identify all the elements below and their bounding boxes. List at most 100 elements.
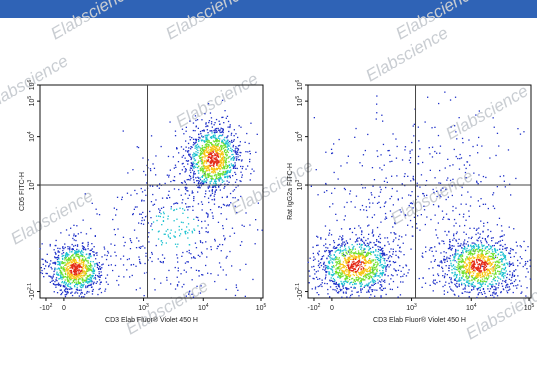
event-dot <box>98 276 100 278</box>
event-dot <box>132 263 135 266</box>
event-dot <box>68 279 70 281</box>
event-dot <box>500 270 503 272</box>
event-dot <box>80 231 82 234</box>
event-dot <box>143 170 145 173</box>
event-dot <box>394 223 396 225</box>
event-dot <box>65 253 67 255</box>
event-dot <box>436 190 438 192</box>
event-dot <box>465 259 467 261</box>
event-dot <box>343 253 345 256</box>
event-dot <box>457 280 459 282</box>
event-dot <box>344 258 346 260</box>
event-dot <box>40 267 42 269</box>
event-dot <box>451 194 453 197</box>
event-dot <box>66 285 69 287</box>
event-dot <box>492 194 494 196</box>
event-dot <box>361 271 363 273</box>
event-dot <box>453 275 455 277</box>
event-dot <box>174 243 177 245</box>
event-dot <box>225 161 228 164</box>
event-dot <box>195 269 198 271</box>
event-dot <box>93 281 95 283</box>
event-dot <box>207 215 209 217</box>
event-dot <box>65 288 67 290</box>
event-dot <box>458 285 460 287</box>
event-dot <box>192 154 194 156</box>
event-dot <box>57 247 59 249</box>
event-dot <box>327 288 329 291</box>
event-dot <box>368 270 370 272</box>
event-dot <box>201 119 203 121</box>
event-dot <box>233 167 235 169</box>
event-dot <box>329 229 331 231</box>
event-dot <box>347 251 350 253</box>
event-dot <box>473 242 475 244</box>
event-dot <box>76 284 78 286</box>
event-dot <box>180 146 183 148</box>
event-dot <box>220 131 223 133</box>
event-dot <box>380 249 382 251</box>
event-dot <box>364 257 366 259</box>
event-dot <box>488 244 490 246</box>
event-dot <box>201 161 203 163</box>
event-dot <box>455 232 458 235</box>
event-dot <box>185 160 188 162</box>
event-dot <box>346 253 348 255</box>
event-dot <box>481 247 484 249</box>
event-dot <box>210 148 212 150</box>
event-dot <box>434 214 436 216</box>
event-dot <box>473 257 475 260</box>
event-dot <box>385 216 387 218</box>
event-dot <box>372 272 374 274</box>
event-dot <box>226 140 228 142</box>
event-dot <box>211 160 214 163</box>
event-dot <box>193 197 195 200</box>
event-dot <box>231 141 233 143</box>
event-dot <box>505 279 507 282</box>
event-dot <box>230 134 232 136</box>
event-dot <box>486 275 488 277</box>
event-dot <box>337 244 339 246</box>
event-dot <box>76 267 79 270</box>
event-dot <box>58 257 60 259</box>
event-dot <box>470 257 472 259</box>
event-dot <box>356 261 359 263</box>
event-dot <box>503 269 505 271</box>
event-dot <box>443 242 445 245</box>
event-dot <box>103 246 105 248</box>
event-dot <box>474 271 476 273</box>
event-dot <box>67 283 70 285</box>
event-dot <box>209 209 212 211</box>
event-dot <box>132 213 134 215</box>
event-dot <box>98 271 100 273</box>
event-dot <box>330 234 333 236</box>
event-dot <box>412 125 414 127</box>
event-dot <box>189 290 191 292</box>
event-dot <box>67 265 69 267</box>
event-dot <box>478 227 480 229</box>
event-dot <box>504 280 506 283</box>
event-dot <box>400 276 402 278</box>
event-dot <box>325 266 327 268</box>
event-dot <box>223 204 226 206</box>
event-dot <box>80 272 82 275</box>
event-dot <box>227 142 229 144</box>
event-dot <box>442 270 444 272</box>
event-dot <box>152 221 155 223</box>
event-dot <box>198 140 200 142</box>
event-dot <box>477 237 480 239</box>
event-dot <box>190 146 192 148</box>
event-dot <box>74 277 76 279</box>
event-dot <box>182 208 184 210</box>
event-dot <box>489 283 491 285</box>
event-dot <box>61 293 63 295</box>
event-dot <box>57 284 59 286</box>
event-dot <box>83 246 85 249</box>
event-dot <box>311 266 313 268</box>
event-dot <box>368 252 370 254</box>
event-dot <box>458 168 461 170</box>
event-dot <box>434 283 436 285</box>
event-dot <box>234 181 237 183</box>
event-dot <box>221 167 224 169</box>
event-dot <box>219 159 221 161</box>
